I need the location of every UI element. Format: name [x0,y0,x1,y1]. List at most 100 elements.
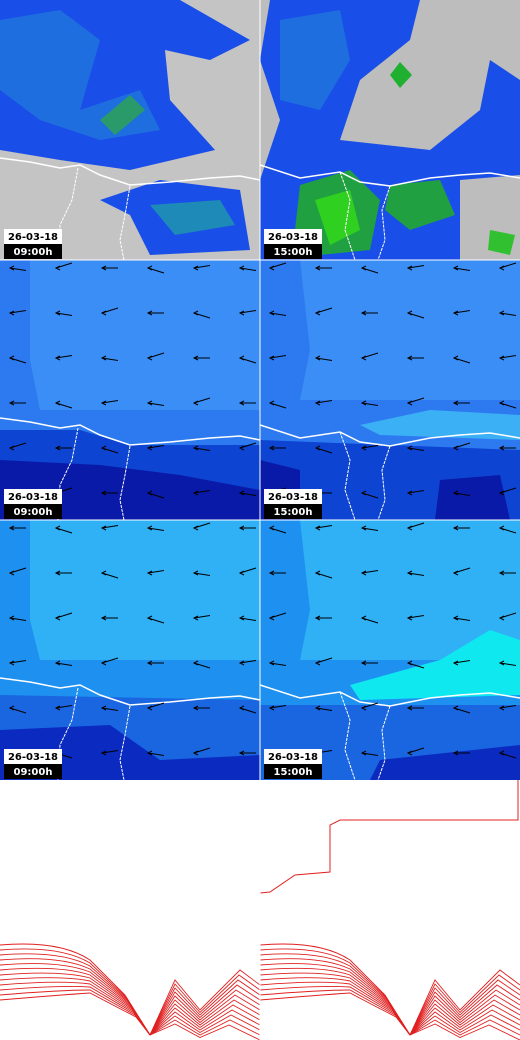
wind-arrow-head [238,490,245,496]
wind-arrow [55,705,73,709]
contour [0,958,260,1036]
wind-arrow-head [498,660,505,666]
wind-arrow-head [498,490,505,496]
wind-arrow [315,357,333,361]
time-box [4,504,62,519]
wind-arrow-head [268,525,275,531]
wind-arrow-head [8,265,15,271]
contour [0,985,260,1036]
wind-arrow-head [146,445,153,451]
wind-arrow [193,490,211,494]
wind-arrow [453,617,471,621]
wind-arrow-head [192,570,199,576]
wind-arrow [499,705,517,709]
rain-area [150,200,235,235]
wind-arrow [499,662,517,666]
coastline [0,417,260,446]
date-label: 26-03-18 [268,752,318,763]
wind-arrow-head [406,570,413,576]
wind-arrow-head [360,660,367,666]
wind-arrow [239,492,257,496]
wind-arrow-head [314,525,321,531]
wind-arrow-head [406,490,413,496]
date-label: 26-03-18 [268,492,318,503]
wind-arrow-head [8,705,15,711]
map-panel: 26-03-18 09:00h [0,0,260,260]
contour [260,992,520,1040]
wind-arrow-head [238,570,245,576]
date-box [4,749,62,764]
contour [260,943,520,1036]
wind-arrow-head [238,310,245,316]
date-label: 26-03-18 [8,232,58,243]
coastline [0,157,260,186]
contour [0,963,260,1036]
contour [0,977,260,1036]
wind-arrow-head [498,355,505,361]
wind-arrow-head [146,570,153,576]
wind-arrow-head [238,660,245,666]
wind-arrow [9,267,27,271]
wind-field [30,260,260,410]
wind-arrow-head [314,705,321,711]
date-box [4,489,62,504]
wind-arrow-head [360,265,367,271]
wind-field [300,260,520,400]
contour [0,948,260,1036]
wind-arrow-head [268,660,275,666]
wind-arrow-head [8,400,15,406]
wind-arrow [9,310,27,314]
wind-arrow [361,402,379,406]
wind-arrow-head [360,490,367,496]
wind-arrow [147,752,165,756]
wind-arrow-head [100,570,107,576]
wind-arrow-head [8,660,15,666]
wind-field [300,520,520,660]
panel-content [260,520,520,780]
wind-arrow [239,660,257,664]
contour [260,948,520,1036]
panel-content [0,0,260,260]
wind-arrow-head [452,445,459,451]
contour [260,985,520,1036]
wind-arrow [499,312,517,316]
time-label: 09:00h [14,247,53,258]
wind-arrow-head [268,445,275,451]
wind-arrow-head [406,615,413,621]
wind-arrow-head [8,355,15,361]
wind-field [435,475,510,520]
wind-arrow-head [100,660,107,666]
wind-arrow-head [452,570,459,576]
wind-arrow-head [192,445,199,451]
wind-arrow-head [146,265,153,271]
wind-arrow-head [268,570,275,576]
wind-arrow-head [498,310,505,316]
wind-arrow-head [314,570,321,576]
panel-content [260,0,520,260]
wind-arrow-head [100,525,107,531]
panel-content [0,260,260,520]
panel-content [0,520,260,780]
wind-arrow [147,445,165,449]
wind-arrow-head [238,705,245,711]
wind-arrow-head [268,310,275,316]
rain-area [385,180,455,230]
contour [260,780,519,894]
wind-field [370,745,520,780]
panel-content [260,780,520,1040]
wind-arrow-head [314,615,321,621]
wind-arrow-head [268,265,275,271]
wind-arrow-head [498,525,505,531]
contour [260,963,520,1036]
wind-arrow-head [192,310,199,316]
wind-arrow [269,705,287,709]
wind-arrow-head [100,615,107,621]
wind-arrow-head [498,705,505,711]
wind-arrow-head [452,615,459,621]
wind-arrow-head [146,525,153,531]
wind-arrow-head [54,310,61,316]
wind-arrow [101,357,119,361]
wind-arrow-head [54,615,61,621]
wind-arrow-head [100,750,107,756]
